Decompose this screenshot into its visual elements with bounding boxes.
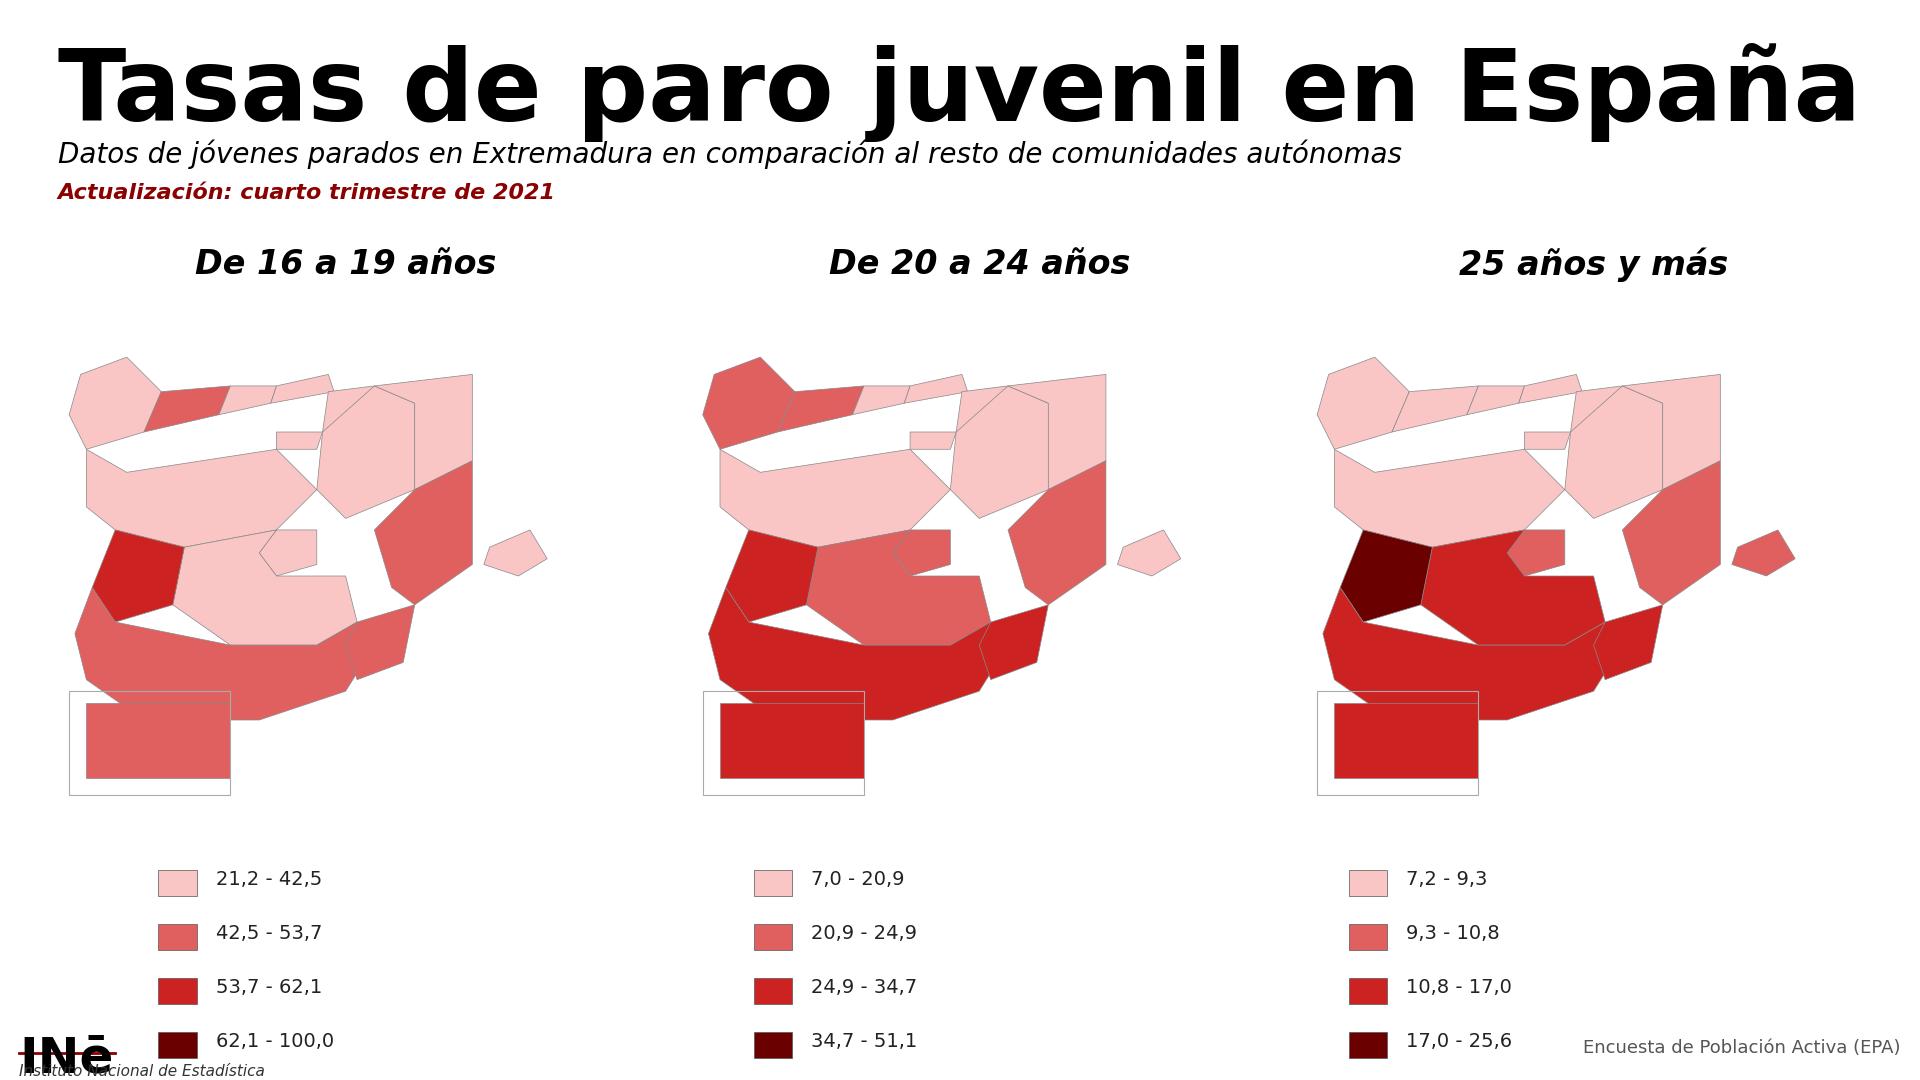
Polygon shape xyxy=(271,375,334,403)
FancyBboxPatch shape xyxy=(753,978,791,1004)
Polygon shape xyxy=(374,375,472,489)
FancyBboxPatch shape xyxy=(157,870,198,896)
Polygon shape xyxy=(219,386,276,415)
FancyBboxPatch shape xyxy=(1348,978,1386,1004)
Polygon shape xyxy=(1392,386,1478,432)
Polygon shape xyxy=(276,432,323,449)
Polygon shape xyxy=(979,605,1048,679)
Polygon shape xyxy=(1334,449,1565,548)
Polygon shape xyxy=(1622,375,1720,489)
FancyBboxPatch shape xyxy=(1348,924,1386,950)
Polygon shape xyxy=(1117,530,1181,576)
Polygon shape xyxy=(1565,386,1663,518)
Text: 25 años y más: 25 años y más xyxy=(1459,247,1728,282)
Polygon shape xyxy=(1622,461,1720,605)
Polygon shape xyxy=(720,449,950,548)
Polygon shape xyxy=(323,386,374,432)
Bar xyxy=(1317,691,1478,795)
Polygon shape xyxy=(1008,461,1106,605)
Polygon shape xyxy=(1732,530,1795,576)
Polygon shape xyxy=(720,703,864,778)
FancyBboxPatch shape xyxy=(753,1032,791,1058)
Polygon shape xyxy=(910,432,956,449)
Polygon shape xyxy=(893,530,950,576)
Text: 42,5 - 53,7: 42,5 - 53,7 xyxy=(215,923,323,943)
Polygon shape xyxy=(904,375,968,403)
Polygon shape xyxy=(1334,703,1478,778)
Polygon shape xyxy=(1340,530,1432,622)
Polygon shape xyxy=(778,386,864,432)
Polygon shape xyxy=(346,605,415,679)
Polygon shape xyxy=(1571,386,1622,432)
Polygon shape xyxy=(1519,375,1582,403)
Text: 9,3 - 10,8: 9,3 - 10,8 xyxy=(1405,923,1500,943)
Polygon shape xyxy=(1524,432,1571,449)
Text: 53,7 - 62,1: 53,7 - 62,1 xyxy=(215,977,323,997)
FancyBboxPatch shape xyxy=(1348,1032,1386,1058)
Polygon shape xyxy=(726,530,818,622)
FancyBboxPatch shape xyxy=(1348,870,1386,896)
Polygon shape xyxy=(852,386,910,415)
Polygon shape xyxy=(1467,386,1524,415)
Text: De 16 a 19 años: De 16 a 19 años xyxy=(196,247,495,281)
Polygon shape xyxy=(708,588,1008,720)
Polygon shape xyxy=(950,386,1048,518)
Text: Encuesta de Población Activa (EPA): Encuesta de Población Activa (EPA) xyxy=(1584,1039,1901,1056)
Text: 17,0 - 25,6: 17,0 - 25,6 xyxy=(1405,1031,1513,1051)
Text: 62,1 - 100,0: 62,1 - 100,0 xyxy=(215,1031,334,1051)
FancyBboxPatch shape xyxy=(157,978,198,1004)
Text: 24,9 - 34,7: 24,9 - 34,7 xyxy=(812,977,918,997)
Polygon shape xyxy=(1594,605,1663,679)
Bar xyxy=(703,691,864,795)
Polygon shape xyxy=(144,386,230,432)
Polygon shape xyxy=(1323,588,1622,720)
Text: 7,2 - 9,3: 7,2 - 9,3 xyxy=(1405,869,1488,889)
Text: Datos de jóvenes parados en Extremadura en comparación al resto de comunidades a: Datos de jóvenes parados en Extremadura … xyxy=(58,140,1402,170)
Polygon shape xyxy=(484,530,547,576)
Polygon shape xyxy=(317,386,415,518)
Polygon shape xyxy=(86,703,230,778)
Text: Instituto Nacional de Estadística: Instituto Nacional de Estadística xyxy=(19,1064,265,1079)
Polygon shape xyxy=(374,461,472,605)
Polygon shape xyxy=(703,357,795,449)
Bar xyxy=(69,691,230,795)
Polygon shape xyxy=(1507,530,1565,576)
Polygon shape xyxy=(86,449,317,548)
FancyBboxPatch shape xyxy=(753,870,791,896)
Polygon shape xyxy=(1008,375,1106,489)
Text: 34,7 - 51,1: 34,7 - 51,1 xyxy=(812,1031,918,1051)
Text: Actualización: cuarto trimestre de 2021: Actualización: cuarto trimestre de 2021 xyxy=(58,183,555,203)
Text: 7,0 - 20,9: 7,0 - 20,9 xyxy=(812,869,904,889)
FancyBboxPatch shape xyxy=(157,924,198,950)
Polygon shape xyxy=(75,588,374,720)
Polygon shape xyxy=(92,530,184,622)
Text: 21,2 - 42,5: 21,2 - 42,5 xyxy=(215,869,323,889)
Polygon shape xyxy=(259,530,317,576)
FancyBboxPatch shape xyxy=(157,1032,198,1058)
FancyBboxPatch shape xyxy=(753,924,791,950)
Text: Tasas de paro juvenil en España: Tasas de paro juvenil en España xyxy=(58,43,1860,141)
Polygon shape xyxy=(173,530,357,645)
Text: De 20 a 24 años: De 20 a 24 años xyxy=(829,247,1129,281)
Polygon shape xyxy=(1421,530,1605,645)
Polygon shape xyxy=(956,386,1008,432)
Text: 10,8 - 17,0: 10,8 - 17,0 xyxy=(1405,977,1513,997)
Text: INē: INē xyxy=(19,1035,113,1080)
Text: 20,9 - 24,9: 20,9 - 24,9 xyxy=(812,923,918,943)
Polygon shape xyxy=(806,530,991,645)
Polygon shape xyxy=(69,357,161,449)
Polygon shape xyxy=(1317,357,1409,449)
